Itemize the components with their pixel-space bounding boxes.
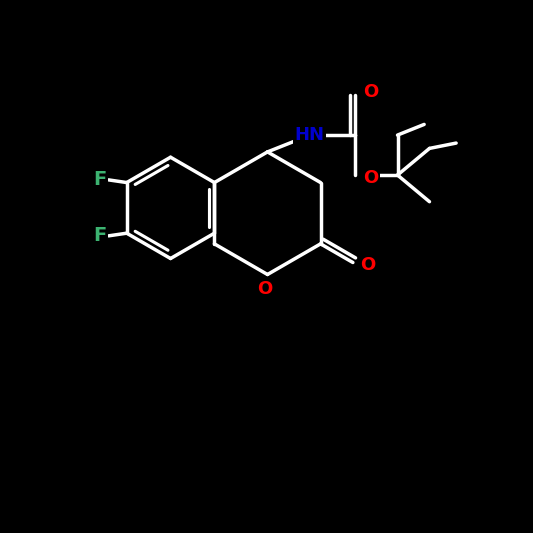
Text: O: O: [360, 256, 375, 274]
Text: O: O: [363, 84, 378, 101]
Text: O: O: [363, 169, 378, 187]
Text: F: F: [93, 171, 107, 189]
Text: HN: HN: [295, 126, 325, 144]
Text: O: O: [257, 280, 272, 298]
Text: F: F: [93, 227, 107, 245]
